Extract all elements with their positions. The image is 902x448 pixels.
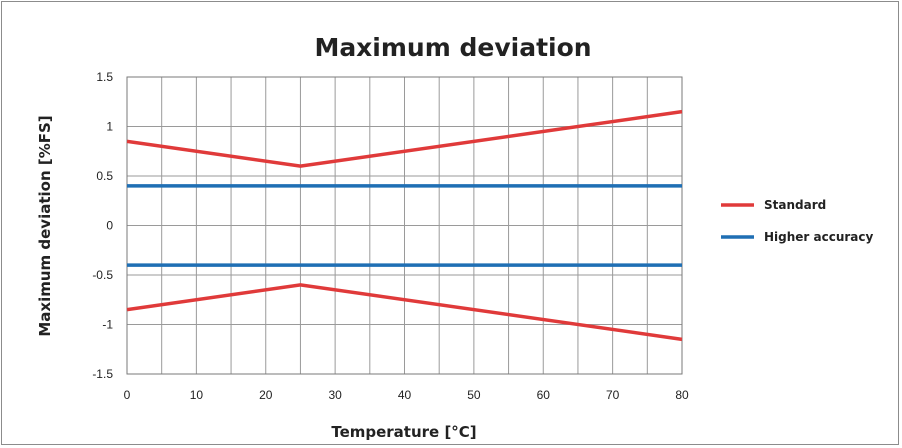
y-tick-label: -0.5 <box>92 268 113 282</box>
legend-label: Higher accuracy <box>764 230 874 244</box>
y-tick-label: 1 <box>106 120 113 134</box>
x-tick-label: 60 <box>537 388 551 402</box>
series-layer <box>126 109 683 342</box>
y-tick-label: 0 <box>106 219 113 233</box>
x-tick-label: 50 <box>467 388 481 402</box>
legend-label: Standard <box>764 198 826 212</box>
x-tick-label: 0 <box>124 388 131 402</box>
x-tick-label: 80 <box>675 388 689 402</box>
x-tick-label: 10 <box>190 388 204 402</box>
x-tick-label: 30 <box>328 388 342 402</box>
chart-title: Maximum deviation <box>314 33 591 62</box>
x-tick-label: 20 <box>259 388 273 402</box>
grid <box>126 76 683 375</box>
y-tick-label: -1 <box>102 318 113 332</box>
y-axis-title: Maximum deviation [%FS] <box>36 115 54 336</box>
x-tick-label: 70 <box>606 388 620 402</box>
y-tick-labels: 1.5 1 0.5 0 -0.5 -1 -1.5 <box>92 70 113 381</box>
series-line-standard-0 <box>126 109 683 168</box>
y-tick-label: 1.5 <box>96 70 113 84</box>
x-tick-labels: 0 10 20 30 40 50 60 70 80 <box>124 388 689 402</box>
x-tick-label: 40 <box>398 388 412 402</box>
legend: Standard Higher accuracy <box>721 198 874 244</box>
y-tick-label: -1.5 <box>92 367 113 381</box>
y-tick-label: 0.5 <box>96 169 113 183</box>
series-line-standard-1 <box>126 283 683 342</box>
x-axis-title: Temperature [°C] <box>331 423 476 441</box>
plot-area-border <box>126 76 683 375</box>
